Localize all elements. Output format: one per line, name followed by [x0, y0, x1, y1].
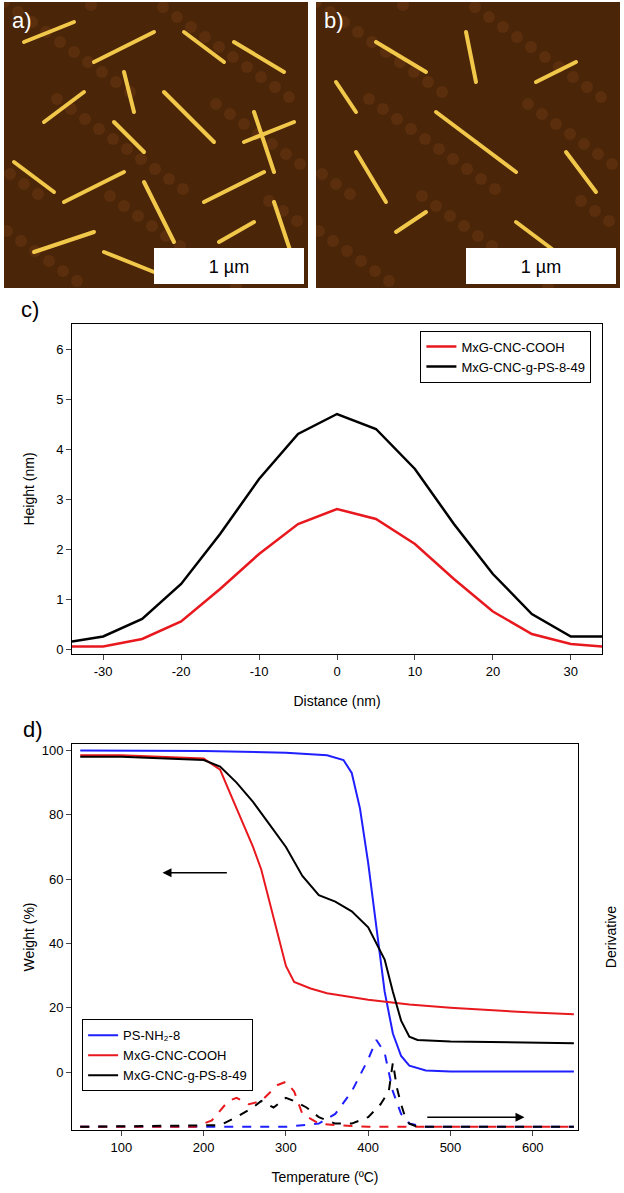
svg-text:40: 40 [49, 936, 63, 951]
svg-text:c): c) [21, 297, 39, 322]
svg-text:6: 6 [56, 342, 63, 357]
svg-text:MxG-CNC-COOH: MxG-CNC-COOH [461, 340, 564, 355]
svg-text:30: 30 [564, 664, 578, 679]
svg-text:1: 1 [56, 592, 63, 607]
svg-text:MxG-CNC-COOH: MxG-CNC-COOH [123, 1048, 226, 1063]
svg-text:20: 20 [49, 1000, 63, 1015]
svg-text:0: 0 [56, 642, 63, 657]
svg-text:a): a) [12, 8, 32, 33]
svg-text:300: 300 [275, 1140, 297, 1155]
svg-text:400: 400 [357, 1140, 379, 1155]
svg-text:d): d) [23, 717, 43, 742]
svg-text:5: 5 [56, 392, 63, 407]
svg-text:PS-NH₂-8: PS-NH₂-8 [123, 1028, 180, 1043]
svg-text:Distance (nm): Distance (nm) [293, 693, 380, 709]
svg-text:Derivative: Derivative [603, 906, 619, 968]
svg-text:MxG-CNC-g-PS-8-49: MxG-CNC-g-PS-8-49 [123, 1068, 247, 1083]
svg-text:-10: -10 [250, 664, 269, 679]
svg-text:-20: -20 [172, 664, 191, 679]
svg-text:200: 200 [193, 1140, 215, 1155]
svg-text:-30: -30 [94, 664, 113, 679]
svg-text:4: 4 [56, 442, 63, 457]
svg-text:Temperature (ºC): Temperature (ºC) [271, 1169, 378, 1185]
svg-text:b): b) [324, 8, 344, 33]
svg-text:100: 100 [42, 743, 64, 758]
svg-text:100: 100 [111, 1140, 133, 1155]
svg-text:MxG-CNC-g-PS-8-49: MxG-CNC-g-PS-8-49 [461, 360, 585, 375]
svg-text:10: 10 [408, 664, 422, 679]
svg-text:0: 0 [56, 1065, 63, 1080]
svg-text:2: 2 [56, 542, 63, 557]
svg-text:80: 80 [49, 807, 63, 822]
svg-text:0: 0 [333, 664, 340, 679]
svg-text:1 µm: 1 µm [521, 257, 561, 277]
svg-text:20: 20 [486, 664, 500, 679]
svg-text:Height (nm): Height (nm) [21, 452, 37, 525]
svg-text:3: 3 [56, 492, 63, 507]
svg-text:Weight (%): Weight (%) [21, 903, 37, 972]
svg-text:600: 600 [522, 1140, 544, 1155]
svg-text:1 µm: 1 µm [209, 257, 249, 277]
svg-text:60: 60 [49, 872, 63, 887]
svg-text:500: 500 [440, 1140, 462, 1155]
